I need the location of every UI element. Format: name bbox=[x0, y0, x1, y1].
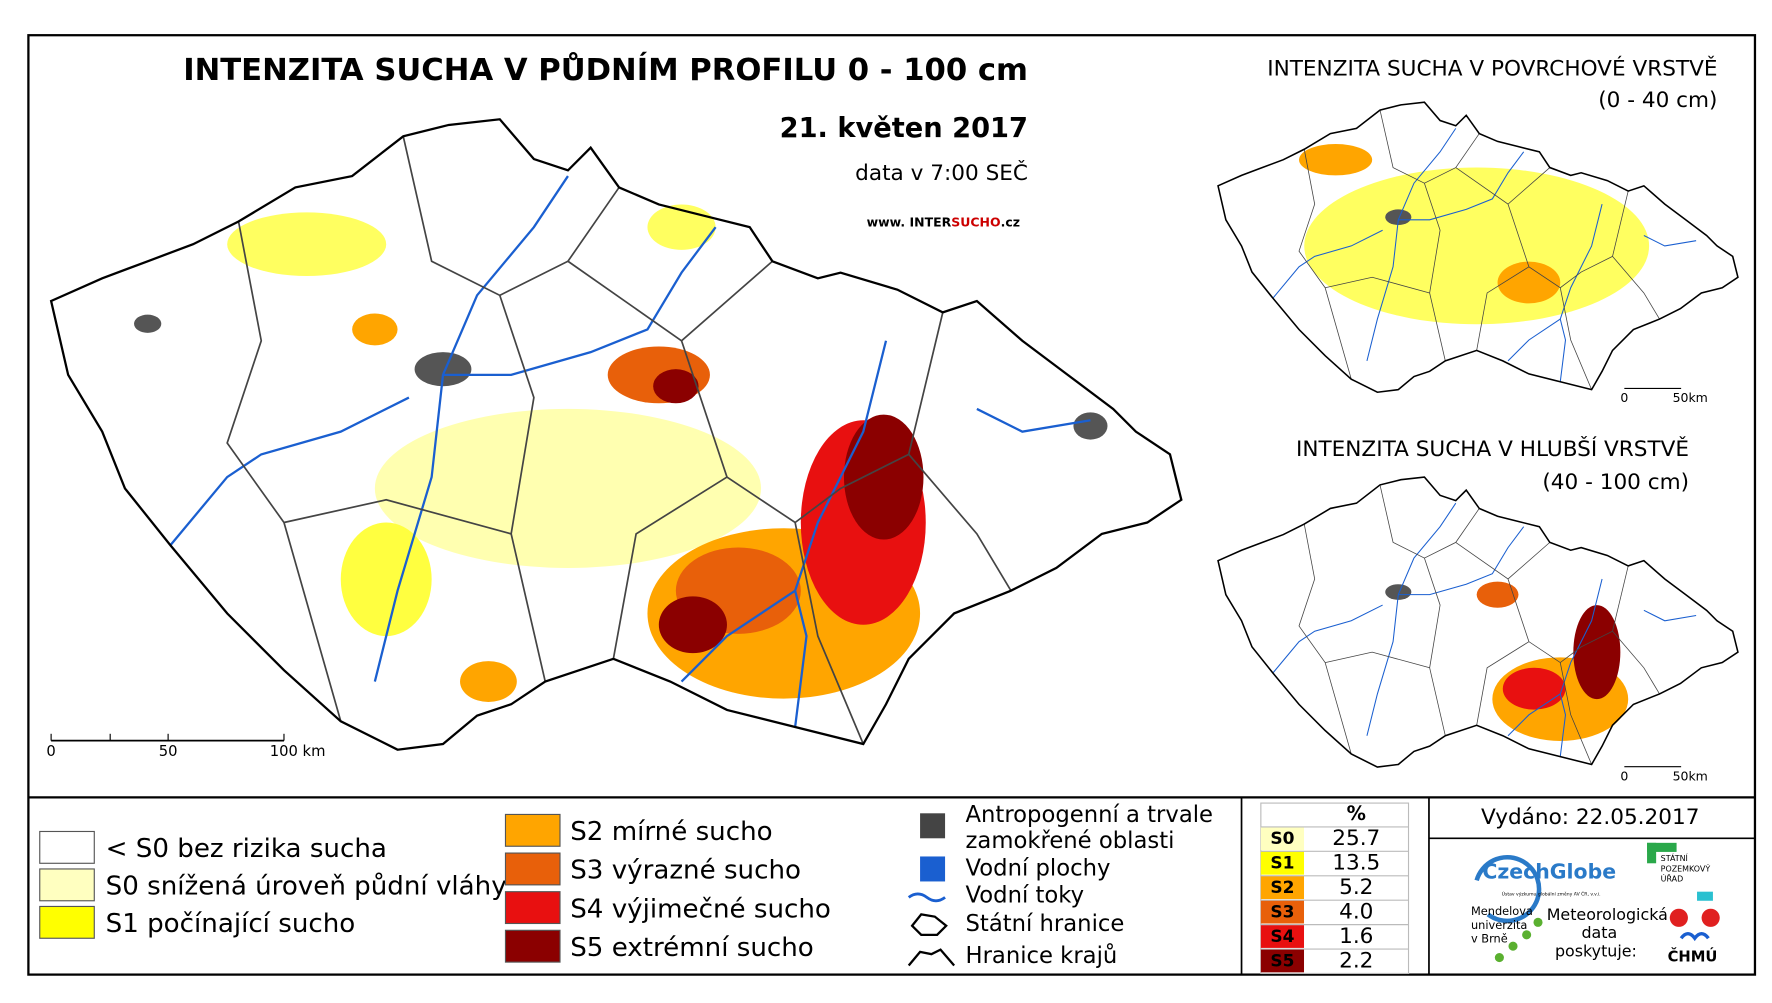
title: INTENZITA SUCHA V PŮDNÍM PROFILU 0 - 100… bbox=[183, 51, 1028, 88]
inset-subtitle: (40 - 100 cm) bbox=[1542, 470, 1689, 495]
inset-map bbox=[1217, 101, 1739, 394]
logo-chmu-note: poskytuje: bbox=[1555, 941, 1637, 960]
logo-spu: POZEMKOVÝ bbox=[1661, 862, 1711, 873]
legend-label: Vodní plochy bbox=[966, 855, 1111, 881]
legend-swatch bbox=[504, 891, 561, 925]
website: www. INTERSUCHO.cz bbox=[867, 214, 1020, 229]
logo-spu: STÁTNÍ bbox=[1661, 852, 1689, 863]
legend-swatch bbox=[504, 852, 561, 886]
logo-mendel: Mendelova bbox=[1471, 904, 1533, 918]
scale-label: 50 bbox=[159, 743, 178, 760]
inset-title: INTENZITA SUCHA V HLUBŠÍ VRSTVĚ bbox=[1296, 436, 1689, 462]
table-code: S3 bbox=[1270, 902, 1294, 922]
legend-label: S3 výrazné sucho bbox=[570, 856, 801, 886]
legend-label: zamokřené oblasti bbox=[966, 828, 1175, 854]
scale-label: 50km bbox=[1673, 390, 1708, 405]
inset-title: INTENZITA SUCHA V POVRCHOVÉ VRSTVĚ bbox=[1267, 55, 1717, 81]
table-value: 25.7 bbox=[1332, 826, 1380, 851]
website-highlight: SUCHO bbox=[951, 214, 1000, 229]
logo-czechglobe-sub: Ústav výzkumu globální změny AV ČR, v.v.… bbox=[1502, 890, 1601, 897]
legend-label: S0 snížená úroveň půdní vláhy bbox=[106, 872, 507, 902]
table-code-cell bbox=[1260, 826, 1305, 851]
scale-label: 0 bbox=[46, 743, 55, 760]
legend-swatch bbox=[39, 868, 95, 902]
scale-label: 0 bbox=[1620, 390, 1628, 405]
table-code: S0 bbox=[1270, 829, 1294, 849]
table-code: S4 bbox=[1270, 927, 1294, 947]
table-code-cell bbox=[1260, 900, 1305, 924]
legend-label: Státní hranice bbox=[966, 911, 1125, 937]
table-code: S2 bbox=[1270, 878, 1294, 898]
scale-label: 100 km bbox=[270, 743, 326, 760]
table-value: 2.2 bbox=[1339, 948, 1373, 973]
legend-label: S2 mírné sucho bbox=[570, 817, 772, 847]
table-header: % bbox=[1347, 802, 1366, 825]
table-code: S5 bbox=[1270, 951, 1294, 971]
table-code-cell bbox=[1260, 851, 1305, 875]
main-map: 0 50 100 km bbox=[46, 118, 1183, 760]
table-value: 13.5 bbox=[1332, 851, 1380, 876]
table-code-cell bbox=[1260, 924, 1305, 948]
date: 21. květen 2017 bbox=[780, 113, 1028, 144]
logo-mendel: univerzita bbox=[1471, 918, 1527, 932]
legend-label: Antropogenní a trvale bbox=[966, 802, 1214, 828]
table-value: 4.0 bbox=[1339, 899, 1373, 924]
logo-chmu-note: data bbox=[1581, 923, 1617, 942]
logo-chmu: ČHMÚ bbox=[1668, 948, 1718, 966]
table-code: S1 bbox=[1270, 854, 1294, 874]
legend-label: S5 extrémní sucho bbox=[570, 933, 814, 963]
scale-label: 0 bbox=[1620, 768, 1628, 783]
inset-subtitle: (0 - 40 cm) bbox=[1598, 88, 1717, 113]
legend-label: < S0 bez rizika sucha bbox=[106, 834, 387, 864]
legend-swatch bbox=[39, 830, 95, 864]
logos: CzechGlobe Ústav výzkumu globální změny … bbox=[1471, 842, 1720, 966]
website-prefix: www. INTER bbox=[867, 214, 952, 229]
scale-label: 50km bbox=[1673, 768, 1708, 783]
issued: Vydáno: 22.05.2017 bbox=[1481, 805, 1699, 830]
logo-spu: ÚŘAD bbox=[1661, 873, 1684, 884]
legend-swatch bbox=[504, 929, 561, 963]
legend-swatch bbox=[504, 813, 561, 847]
table-value: 5.2 bbox=[1339, 875, 1373, 900]
inset-map bbox=[1217, 476, 1739, 768]
logo-czechglobe: CzechGlobe bbox=[1482, 859, 1616, 883]
data-time: data v 7:00 SEČ bbox=[855, 160, 1028, 186]
logo-chmu-note: Meteorologická bbox=[1547, 905, 1668, 924]
table-code-cell bbox=[1260, 875, 1305, 900]
logo-mendel: v Brně bbox=[1471, 931, 1508, 945]
legend-label: Hranice krajů bbox=[966, 942, 1118, 969]
legend-label: Vodní toky bbox=[966, 883, 1085, 909]
table-value: 1.6 bbox=[1339, 924, 1373, 949]
legend-label: S4 výjimečné sucho bbox=[570, 894, 831, 924]
generated: < S0 bez rizika sucha S0 snížená úroveň p… bbox=[39, 802, 1410, 975]
legend-label: S1 počínající sucho bbox=[106, 909, 356, 939]
legend-swatch bbox=[39, 905, 95, 939]
website-suffix: .cz bbox=[1001, 214, 1020, 229]
other-legend: Antropogenní a trvale zamokřené oblasti … bbox=[907, 802, 1214, 969]
table-code-cell bbox=[1260, 949, 1305, 973]
